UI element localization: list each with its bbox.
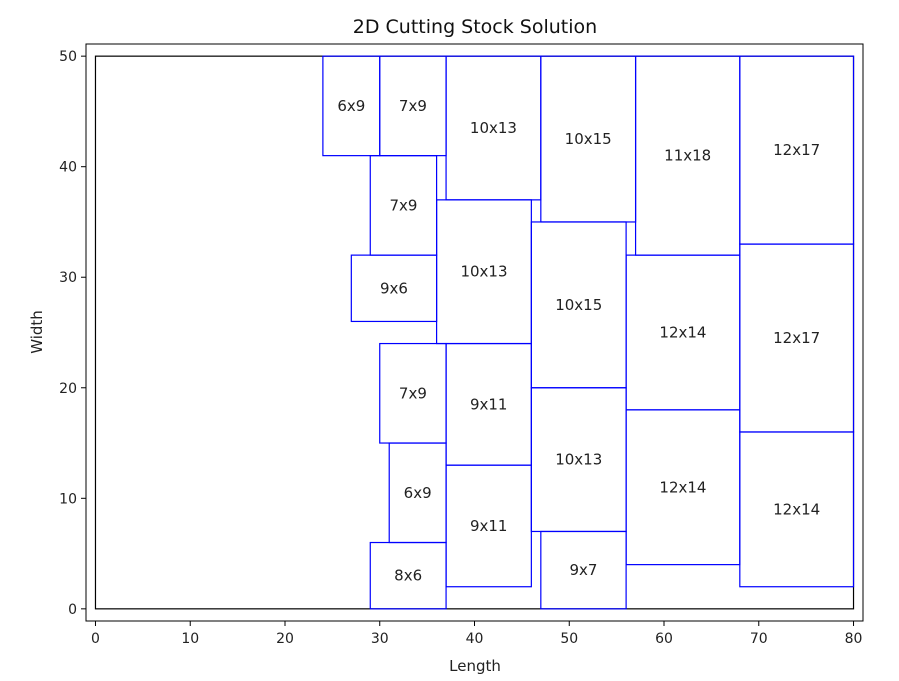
chart-title: 2D Cutting Stock Solution xyxy=(353,16,597,38)
x-tick-label: 80 xyxy=(845,631,863,647)
x-tick-label: 30 xyxy=(371,631,389,647)
piece-label: 10x13 xyxy=(460,263,507,281)
y-tick-label: 0 xyxy=(68,602,77,618)
pieces-layer: 6x9 7x9 10x13 10x15 11x18 12x17 7x9 10x13 9x6 10x… xyxy=(322,55,855,610)
piece-label: 12x17 xyxy=(773,329,820,347)
y-tick-label: 10 xyxy=(59,491,77,507)
x-tick-label: 40 xyxy=(466,631,484,647)
piece-label: 9x6 xyxy=(380,279,408,297)
y-tick-label: 40 xyxy=(59,160,77,176)
piece-label: 7x9 xyxy=(399,97,427,115)
piece-label: 9x7 xyxy=(569,561,597,579)
piece-label: 7x9 xyxy=(389,196,417,214)
piece-label: 10x13 xyxy=(555,451,602,469)
x-tick-label: 20 xyxy=(276,631,294,647)
x-axis-ticks: 0 10 20 30 40 50 60 70 80 xyxy=(91,621,862,647)
piece-label: 10x15 xyxy=(565,130,612,148)
piece-label: 7x9 xyxy=(399,384,427,402)
piece-rect xyxy=(739,431,855,588)
x-tick-label: 70 xyxy=(750,631,768,647)
piece-label: 12x14 xyxy=(659,324,706,342)
piece-rect xyxy=(445,464,532,588)
y-tick-label: 20 xyxy=(59,381,77,397)
x-tick-label: 0 xyxy=(91,631,100,647)
x-tick-label: 10 xyxy=(181,631,199,647)
y-axis-ticks: 0 10 20 30 40 50 xyxy=(59,49,86,618)
piece-label: 12x14 xyxy=(659,478,706,496)
x-tick-label: 50 xyxy=(560,631,578,647)
y-axis-label: Width xyxy=(28,310,46,354)
piece-label: 9x11 xyxy=(470,395,508,413)
x-axis-label: Length xyxy=(449,657,501,675)
piece-rect xyxy=(369,541,447,610)
piece-label: 9x11 xyxy=(470,517,508,535)
piece-label: 12x14 xyxy=(773,500,820,518)
piece-label: 8x6 xyxy=(394,567,422,585)
piece-label: 10x13 xyxy=(470,119,517,137)
y-tick-label: 50 xyxy=(59,49,77,65)
piece-label: 10x15 xyxy=(555,296,602,314)
piece-label: 6x9 xyxy=(404,484,432,502)
x-tick-label: 60 xyxy=(655,631,673,647)
piece-label: 6x9 xyxy=(337,97,365,115)
y-tick-label: 30 xyxy=(59,270,77,286)
piece-rect xyxy=(350,254,438,323)
piece-rect xyxy=(540,530,627,610)
piece-label: 12x17 xyxy=(773,141,820,159)
piece-label: 11x18 xyxy=(664,147,711,165)
